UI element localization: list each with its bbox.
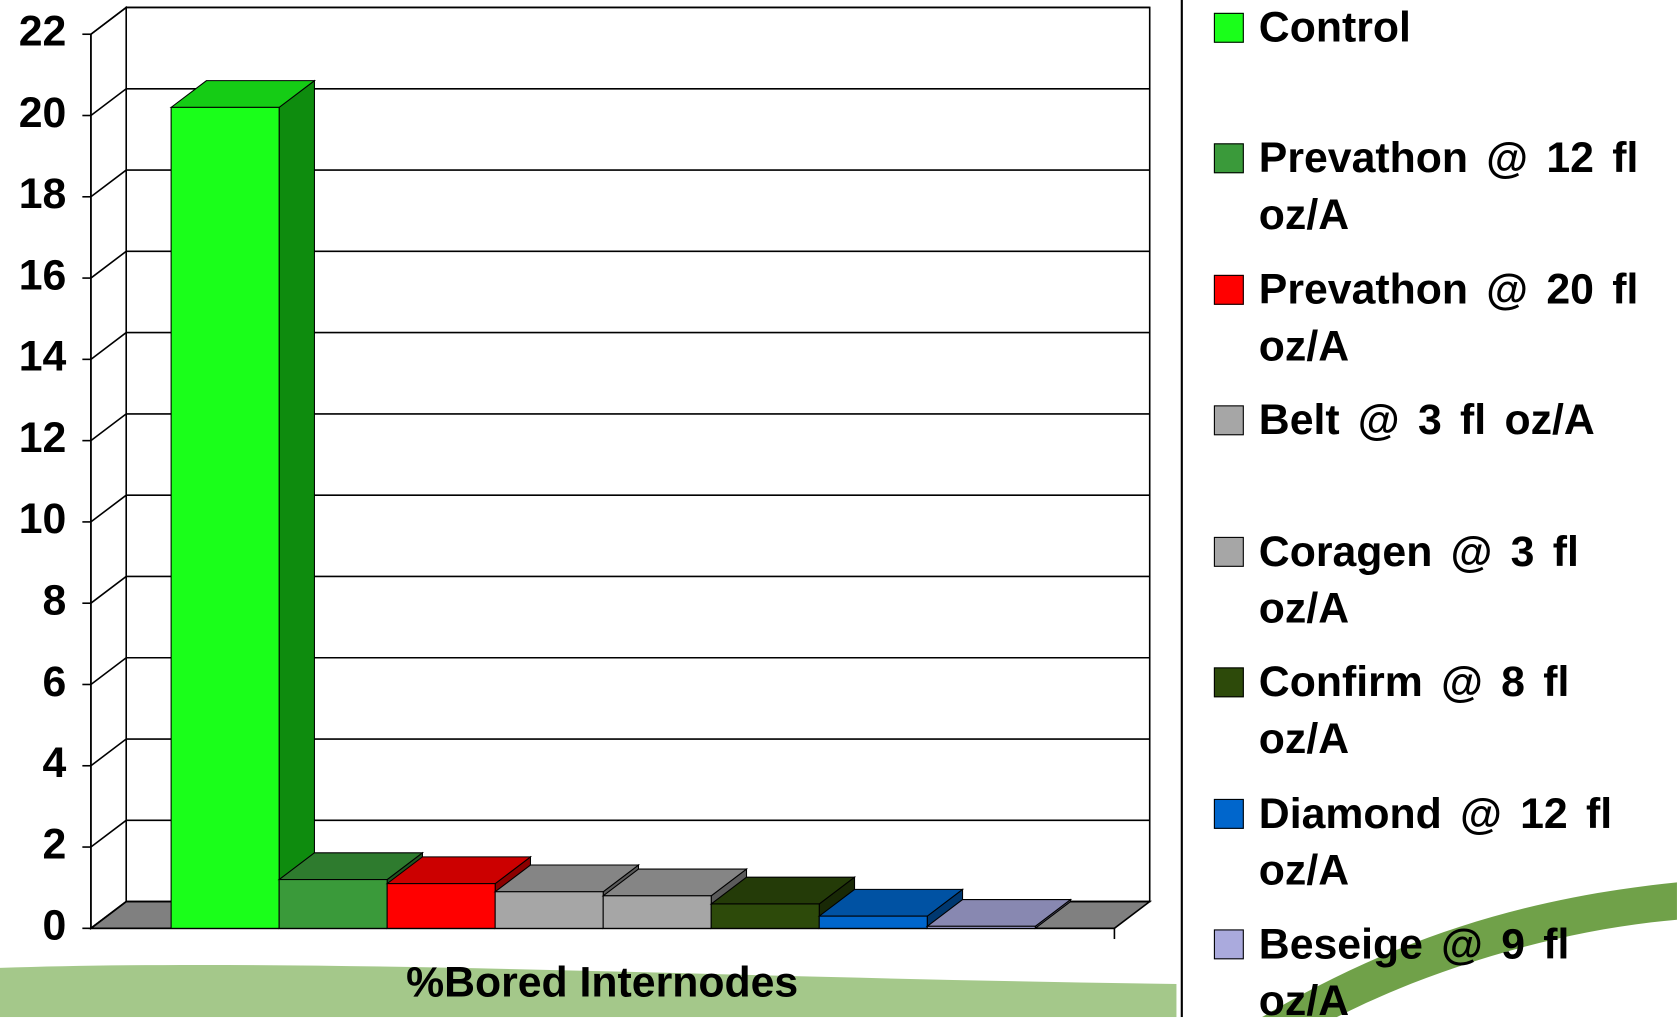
bar	[818, 915, 928, 929]
plot-area: 0 2 4 6 8 10 12 14 16 18 20 22	[19, 5, 1153, 950]
side-wall	[90, 5, 128, 930]
grid-line	[90, 6, 1150, 35]
legend-swatch	[1213, 274, 1244, 305]
y-tick-label: 4	[43, 739, 67, 787]
y-tick-label: 18	[19, 170, 67, 218]
grid-line	[90, 575, 1150, 604]
y-tick-label: 10	[19, 495, 67, 543]
y-tick-label: 0	[43, 902, 67, 950]
y-tick-label: 2	[43, 820, 67, 868]
grid-line	[90, 413, 1150, 442]
legend-entry: Control	[1209, 0, 1666, 57]
legend-entry: Belt @ 3 fl oz/A	[1209, 393, 1666, 450]
legend-entry: Confirm @ 8 fl oz/A	[1209, 655, 1666, 768]
grid-line	[90, 738, 1150, 767]
grid-line	[90, 250, 1150, 279]
y-tick-label: 6	[43, 658, 67, 706]
bar	[710, 903, 820, 929]
grid-line	[90, 819, 1150, 848]
bar	[602, 895, 712, 929]
y-tick-label: 14	[19, 333, 67, 381]
y-tick-label: 12	[19, 414, 67, 462]
bar	[926, 925, 1036, 929]
legend-swatch	[1213, 929, 1244, 960]
legend-label: Beseige @ 9 fl oz/A	[1258, 920, 1570, 1025]
legend-swatch	[1213, 798, 1244, 829]
y-tick-label: 20	[19, 89, 67, 137]
legend-entry: Prevathon @ 20 fl oz/A	[1209, 262, 1666, 375]
legend-swatch	[1213, 12, 1244, 43]
grid-line	[90, 87, 1150, 117]
legend-swatch	[1213, 667, 1244, 698]
bar	[494, 891, 604, 929]
bar	[278, 879, 388, 929]
legend-swatch	[1213, 536, 1244, 567]
legend-label: Prevathon @ 20 fl oz/A	[1258, 266, 1639, 371]
grid-line	[90, 656, 1150, 686]
legend-label: Confirm @ 8 fl oz/A	[1258, 658, 1570, 763]
leaf-decoration	[1262, 882, 1677, 1018]
grid-line	[90, 494, 1150, 523]
x-axis-title: %Bored Internodes	[406, 958, 798, 1006]
y-tick-label: 22	[19, 8, 67, 56]
grass-decoration	[0, 964, 1177, 1018]
y-tick-label: 8	[43, 576, 67, 624]
legend-swatch	[1213, 143, 1244, 174]
legend-entry: Diamond @ 12 fl oz/A	[1209, 786, 1666, 899]
grid-line	[90, 331, 1150, 360]
legend-label: Control	[1258, 4, 1411, 52]
y-tick-label: 16	[19, 251, 67, 299]
legend-label: Belt @ 3 fl oz/A	[1258, 396, 1595, 444]
bar	[386, 883, 496, 929]
legend-entry: Coragen @ 3 fl oz/A	[1209, 524, 1666, 637]
legend-entry: Prevathon @ 12 fl oz/A	[1209, 130, 1666, 243]
grid-line	[90, 169, 1150, 198]
legend-label: Diamond @ 12 fl oz/A	[1258, 790, 1613, 895]
legend-label: Prevathon @ 12 fl oz/A	[1258, 134, 1639, 239]
legend-swatch	[1213, 405, 1244, 436]
bar-side	[278, 79, 315, 930]
legend-entry: Beseige @ 9 fl oz/A	[1209, 917, 1666, 1030]
legend-label: Coragen @ 3 fl oz/A	[1258, 528, 1579, 633]
bar	[170, 106, 280, 929]
